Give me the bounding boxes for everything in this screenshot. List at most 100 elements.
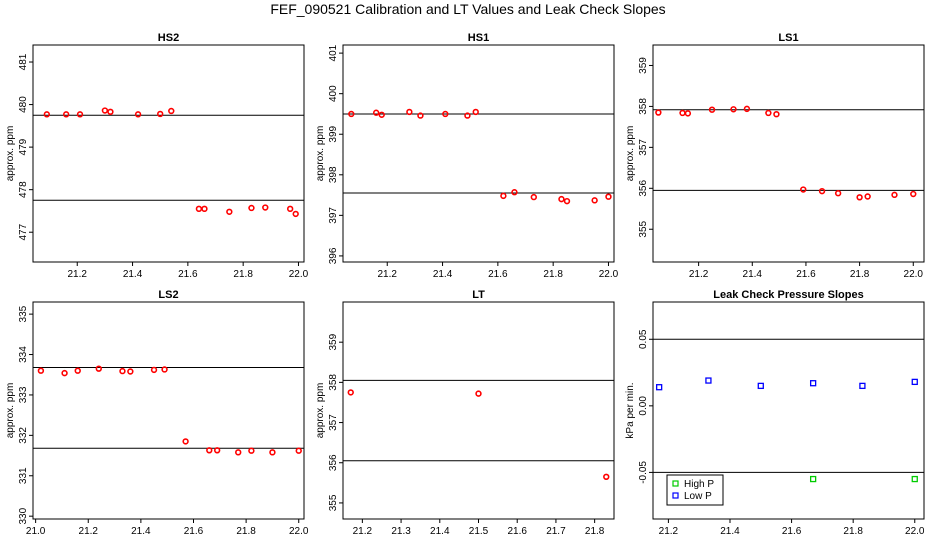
x-tick-label: 21.6	[178, 269, 198, 280]
y-tick-label: 357	[328, 414, 339, 431]
plot-frame	[342, 301, 615, 520]
x-tick-label: 21.2	[353, 526, 373, 537]
figure-title: FEF_090521 Calibration and LT Values and…	[270, 1, 666, 17]
y-tick-label: 358	[328, 374, 339, 391]
panel-3: LS1 21.2 21.4 21.6 21.8 22.0 355 356 357 358 359 ap…	[625, 32, 925, 280]
data-point	[286, 205, 294, 213]
data-point	[603, 473, 610, 481]
x-tick-label: 21.2	[689, 269, 709, 280]
x-tick-label: 21.8	[850, 269, 870, 280]
panel-5: LT 21.2 21.3 21.4 21.5 21.6 21.7 21.8 355 356 357 3…	[315, 289, 615, 537]
x-tick-label: 21.6	[184, 526, 204, 537]
y-tick-label: 479	[18, 138, 29, 155]
y-tick-label: 0.05	[638, 329, 649, 349]
data-point	[500, 192, 507, 200]
x-tick-label: 22.0	[289, 526, 309, 537]
data-point	[150, 366, 158, 374]
data-point	[655, 109, 662, 116]
data-point-low-p	[656, 384, 663, 391]
data-point	[730, 106, 737, 113]
y-tick-label: 357	[638, 139, 649, 156]
panel-title: LS2	[158, 289, 178, 301]
data-point	[864, 193, 871, 200]
data-point	[464, 112, 471, 119]
y-axis-label: kPa per min.	[625, 382, 636, 438]
data-point	[679, 109, 686, 117]
data-point	[891, 191, 898, 199]
data-point	[800, 186, 807, 193]
x-tick-label: 21.4	[720, 526, 740, 537]
y-axis-label: approx. ppm	[625, 126, 636, 182]
data-point	[417, 112, 424, 119]
y-tick-label: 480	[18, 96, 29, 113]
data-point	[62, 111, 70, 118]
data-point	[743, 105, 751, 113]
data-point	[292, 210, 299, 218]
data-point	[168, 107, 175, 115]
panel-4: LS2 21.0 21.2 21.4 21.6 21.8 22.0 330 331 332 333 3…	[5, 289, 309, 537]
data-point	[347, 389, 354, 396]
data-point	[127, 368, 134, 375]
data-point	[475, 390, 482, 397]
y-tick-label: 399	[328, 125, 339, 142]
x-tick-label: 21.2	[68, 269, 88, 280]
legend-label: High P	[684, 479, 714, 490]
data-point	[248, 447, 255, 454]
y-tick-label: 332	[18, 427, 29, 444]
data-point	[765, 109, 772, 117]
data-point	[161, 366, 168, 373]
data-point	[235, 449, 242, 456]
data-point	[74, 367, 81, 374]
x-tick-label: 21.2	[659, 526, 679, 537]
panel-title: HS2	[158, 32, 179, 44]
x-tick-label: 21.8	[585, 526, 605, 537]
data-point	[530, 193, 538, 201]
x-tick-label: 21.2	[378, 269, 398, 280]
data-point	[378, 111, 385, 118]
plot-frame	[652, 44, 925, 263]
data-point	[134, 111, 142, 118]
data-point-low-p	[859, 382, 866, 390]
data-point	[856, 194, 863, 201]
y-tick-label: -0.05	[638, 461, 649, 484]
plot-frame	[652, 301, 925, 520]
y-tick-label: 398	[328, 166, 339, 183]
x-tick-label: 21.6	[488, 269, 508, 280]
data-point-low-p	[809, 380, 817, 387]
data-point	[372, 109, 380, 116]
data-point	[684, 110, 692, 117]
y-tick-label: 355	[328, 494, 339, 511]
legend-label: Low P	[684, 491, 712, 502]
x-tick-label: 22.0	[904, 269, 924, 280]
x-tick-label: 21.8	[843, 526, 863, 537]
y-tick-label: 359	[638, 57, 649, 74]
y-tick-label: 358	[638, 98, 649, 115]
plot-frame	[32, 301, 305, 520]
x-tick-label: 22.0	[289, 269, 309, 280]
x-tick-label: 22.0	[599, 269, 619, 280]
x-tick-label: 21.8	[233, 269, 253, 280]
panel-6: Leak Check Pressure Slopes 21.2 21.4 21.6 21…	[625, 289, 925, 537]
x-tick-label: 21.2	[79, 526, 99, 537]
y-tick-label: 355	[638, 220, 649, 237]
data-point	[558, 195, 565, 203]
y-tick-label: 481	[18, 53, 29, 70]
data-point	[269, 449, 276, 456]
y-axis-label: approx. ppm	[315, 383, 326, 439]
x-tick-label: 21.7	[546, 526, 566, 537]
x-tick-label: 21.5	[469, 526, 489, 537]
y-axis-label: approx. ppm	[315, 126, 326, 182]
data-point	[773, 110, 780, 118]
y-tick-label: 356	[638, 180, 649, 197]
data-point	[101, 107, 109, 114]
data-point	[61, 369, 68, 377]
data-point	[95, 365, 102, 372]
data-point	[591, 197, 598, 204]
data-point	[195, 205, 203, 213]
x-tick-label: 21.6	[782, 526, 802, 537]
data-point	[182, 438, 189, 445]
y-tick-label: 477	[18, 223, 29, 240]
y-tick-label: 330	[18, 507, 29, 524]
y-tick-label: 401	[328, 44, 339, 61]
